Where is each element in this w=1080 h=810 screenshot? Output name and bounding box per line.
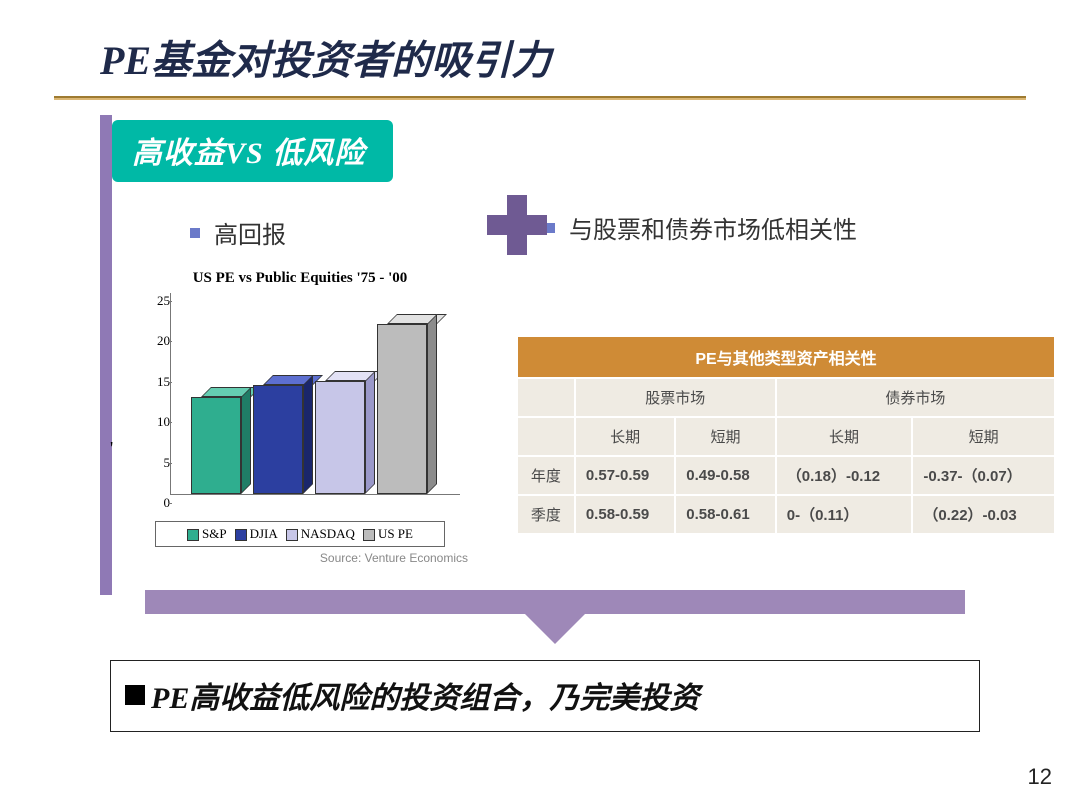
table-cell: 0-（0.11） [776,495,913,534]
page-number: 12 [1028,764,1052,790]
chart-plot-area [170,293,460,495]
table-colgroup: 股票市场 [575,378,776,417]
chart-ytick: 0 [130,495,170,511]
table-subcol: 短期 [675,417,775,456]
chart-bar [377,314,437,494]
legend-item: S&P [187,526,227,542]
table-cell: 0.57-0.59 [575,456,675,495]
conclusion-text: PE高收益低风险的投资组合，乃完美投资 [151,673,699,717]
square-bullet-icon [125,685,145,705]
legend-swatch-icon [363,529,375,541]
chart-legend: S&P DJIA NASDAQ US PE [155,521,445,547]
chart-bar [253,375,313,494]
table-header: PE与其他类型资产相关性 [517,336,1055,378]
table-subcol: 长期 [575,417,675,456]
plus-icon [487,195,547,255]
chart-ytick: 20 [130,333,170,349]
bullet-high-return: 高回报 [190,215,286,250]
chart-ytick: 10 [130,414,170,430]
legend-label: DJIA [250,526,278,541]
table-cell: （0.18）-0.12 [776,456,913,495]
pe-returns-chart: US PE vs Public Equities '75 - '00 0 5 10 1… [120,270,480,565]
legend-label: NASDAQ [301,526,355,541]
legend-label: S&P [202,526,227,541]
conclusion-box: PE高收益低风险的投资组合，乃完美投资 [110,660,980,732]
legend-swatch-icon [187,529,199,541]
down-arrow-icon [145,590,965,644]
legend-swatch-icon [286,529,298,541]
chart-ytick: 25 [130,293,170,309]
page-title: PE基金对投资者的吸引力 [0,0,1080,96]
table-cell: 0.49-0.58 [675,456,775,495]
bullet-left-label: 高回报 [214,215,286,250]
table-row-label: 季度 [517,495,575,534]
table-blank-cell [517,378,575,417]
chart-ytick: 15 [130,374,170,390]
legend-item: DJIA [235,526,278,542]
table-cell: 0.58-0.61 [675,495,775,534]
square-bullet-icon [190,228,200,238]
correlation-table: PE与其他类型资产相关性 股票市场 债券市场 长期 短期 长期 短期 年度 0.… [516,335,1056,535]
bullet-right-label: 与股票和债券市场低相关性 [569,210,857,245]
chart-bar [191,387,251,494]
title-divider [54,96,1026,100]
table-cell: （0.22）-0.03 [912,495,1055,534]
subtitle-badge: 高收益VS 低风险 [112,120,393,182]
legend-item: US PE [363,526,413,542]
chart-bar [315,371,375,494]
table-cell: 0.58-0.59 [575,495,675,534]
legend-label: US PE [378,526,413,541]
table-colgroup: 债券市场 [776,378,1055,417]
table-cell: -0.37-（0.07） [912,456,1055,495]
chart-source: Source: Venture Economics [120,551,480,565]
legend-item: NASDAQ [286,526,355,542]
left-accent-stripe [100,115,112,595]
chart-ytick: 5 [130,455,170,471]
table-subcol: 短期 [912,417,1055,456]
chart-box: 0 5 10 15 20 25 [130,293,470,513]
table-subcol: 长期 [776,417,913,456]
bullet-low-correlation: 与股票和债券市场低相关性 [545,210,857,245]
stray-apostrophe: ' [110,438,113,459]
table-row: 年度 0.57-0.59 0.49-0.58 （0.18）-0.12 -0.37… [517,456,1055,495]
table-row: 季度 0.58-0.59 0.58-0.61 0-（0.11） （0.22）-0… [517,495,1055,534]
table-blank-cell [517,417,575,456]
table-row-label: 年度 [517,456,575,495]
legend-swatch-icon [235,529,247,541]
chart-title: US PE vs Public Equities '75 - '00 [120,270,480,287]
